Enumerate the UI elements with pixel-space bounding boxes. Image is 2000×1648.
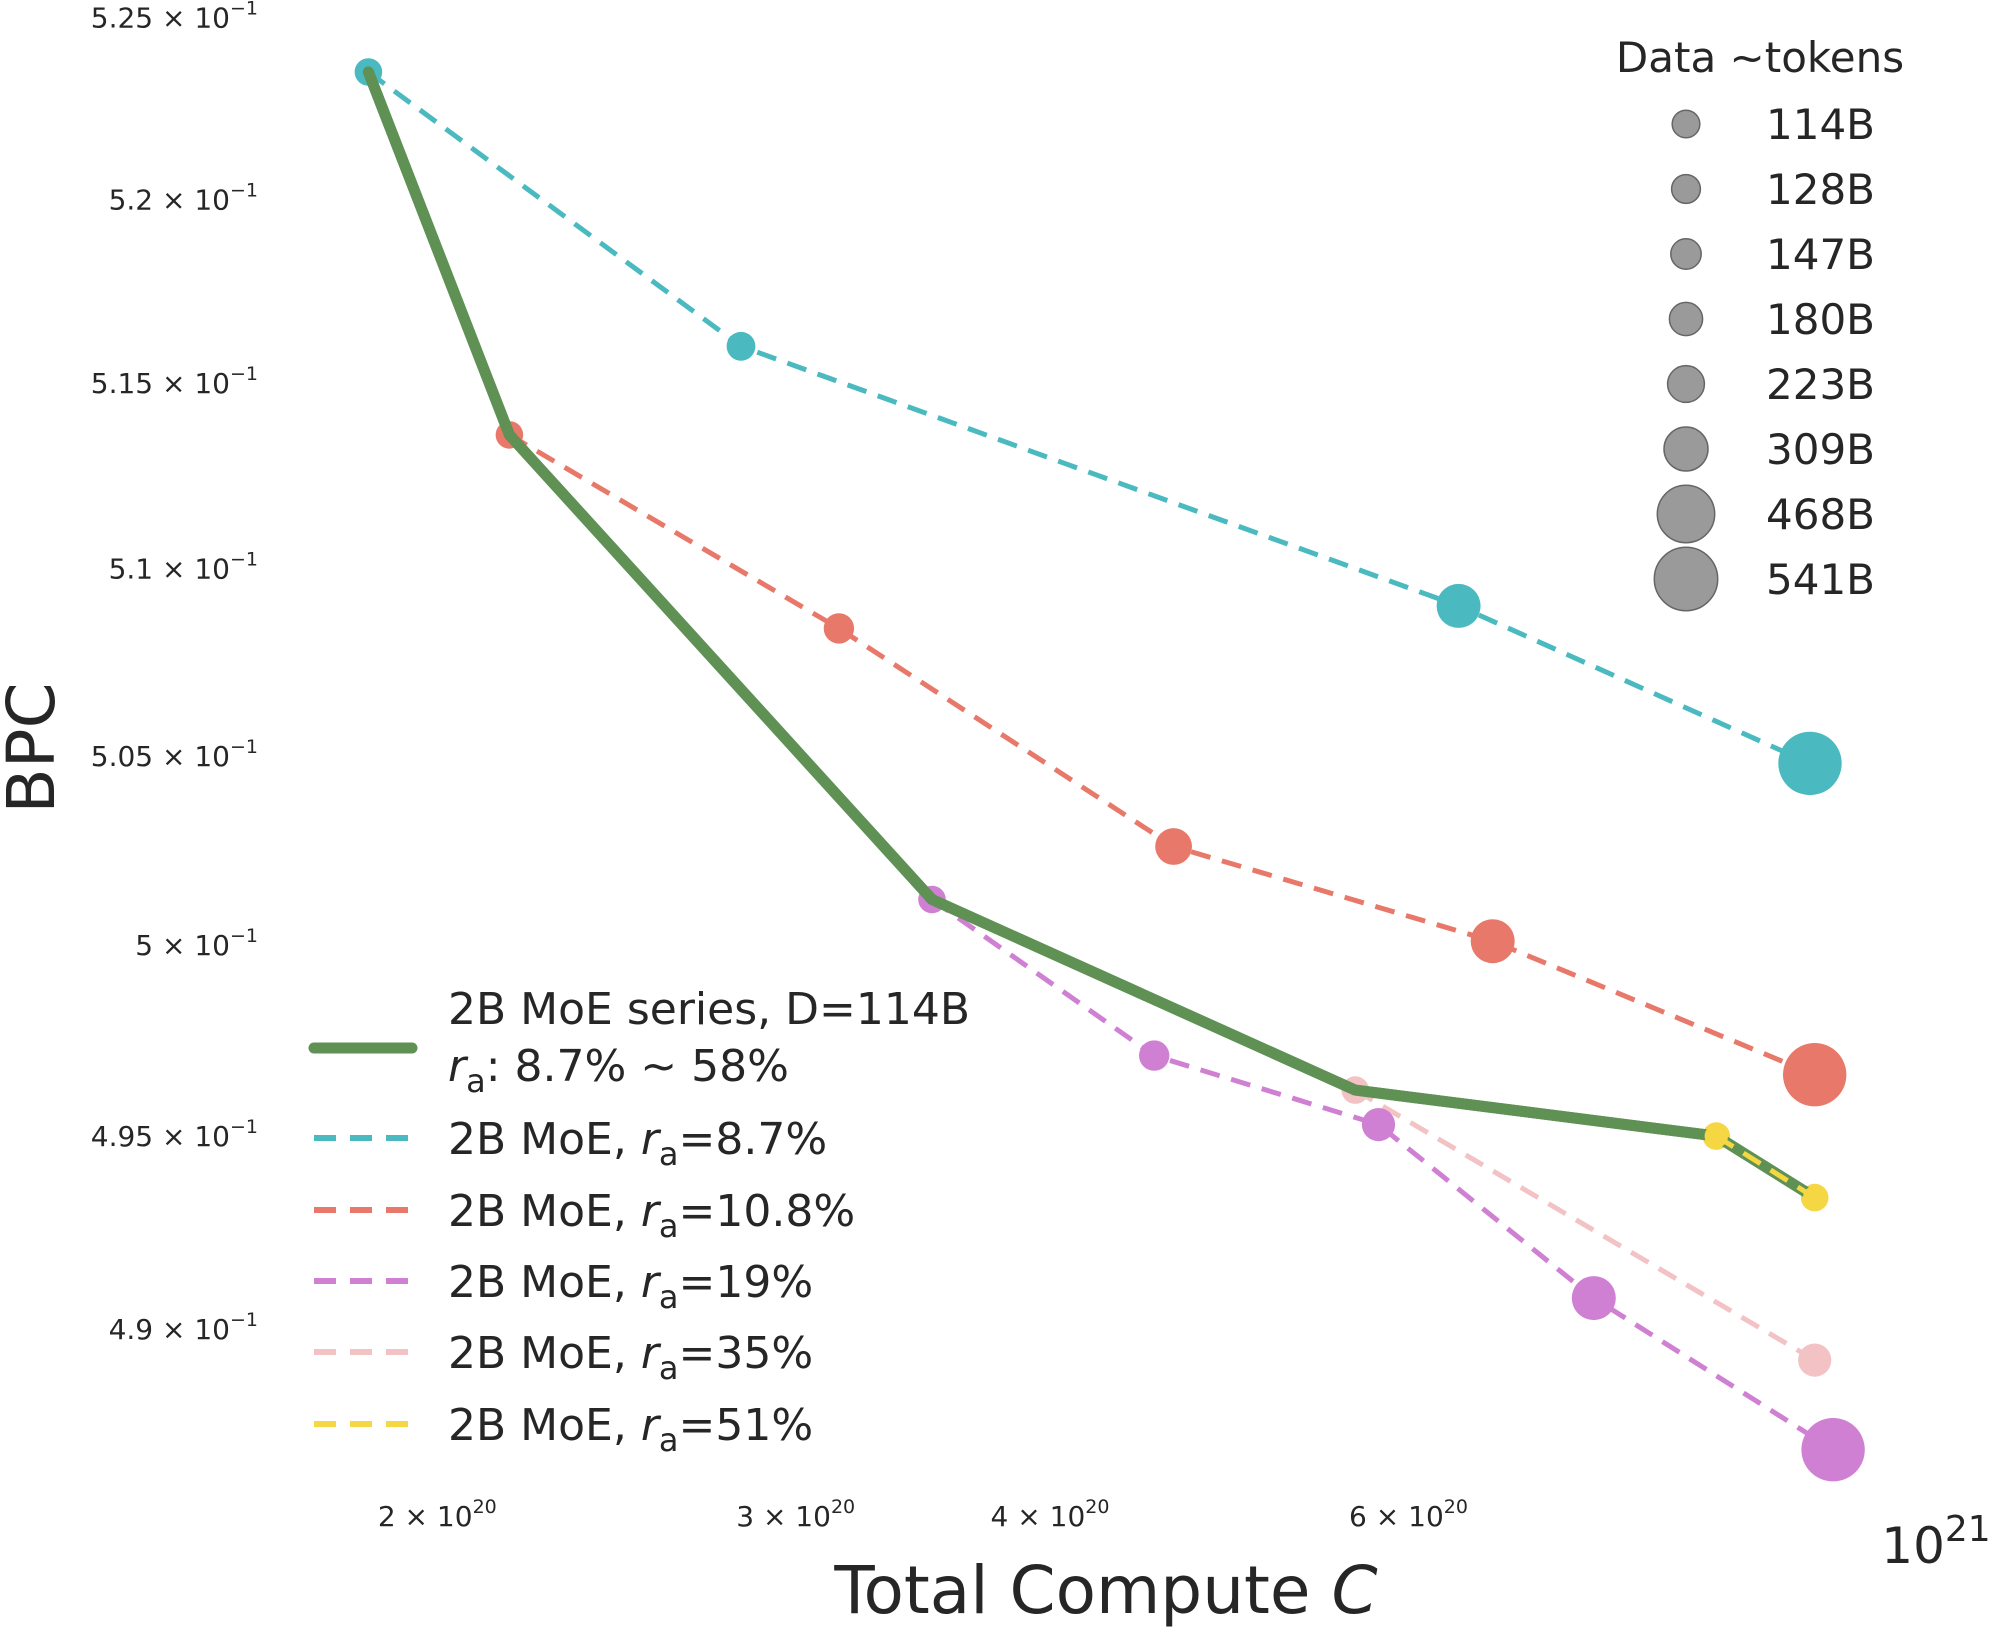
x-tick-label-3: 6 × 1020 [1349, 1496, 1468, 1533]
size-legend-title: Data ~tokens [1616, 33, 1904, 82]
legend-item-4: 2B MoE, ra=35% [314, 1328, 813, 1387]
data-point-1-1 [823, 613, 855, 644]
series-line-3 [1354, 1087, 1816, 1363]
x-axis-label-variable: C [1331, 1552, 1377, 1629]
data-point-2-3 [1571, 1276, 1616, 1321]
series-layer [354, 58, 1865, 1482]
data-point-0-2 [1436, 583, 1481, 628]
size-legend-label-4: 223B [1766, 360, 1875, 409]
data-point-0-3 [1778, 731, 1842, 796]
size-legend-item-0: 114B [1671, 100, 1875, 149]
size-legend-marker-5 [1663, 426, 1709, 472]
y-tick-label-5: 5 × 10−1 [135, 925, 258, 962]
size-legend-item-6: 468B [1656, 484, 1875, 544]
y-tick-label-6: 4.95 × 10−1 [91, 1116, 258, 1153]
legend-item-1: 2B MoE, ra=8.7% [314, 1114, 827, 1173]
x-axis-label: Total Compute C [833, 1552, 1377, 1629]
series-line-0 [366, 69, 1812, 766]
legend-label-3: 2B MoE, ra=19% [448, 1257, 813, 1316]
x-tick-label-0: 2 × 1020 [378, 1496, 497, 1533]
y-axis-ticks: 5.25 × 10−1 5.2 × 10−1 5.15 × 10−1 5.1 × 10… [91, 0, 258, 1346]
data-point-2-1 [1139, 1040, 1170, 1071]
size-legend: Data ~tokens 114B 128B 147B 180B 223B 309B 468B… [1616, 33, 1904, 612]
size-legend-marker-1 [1670, 173, 1702, 205]
size-legend-item-5: 309B [1663, 425, 1875, 474]
y-tick-label-7: 4.9 × 10−1 [109, 1309, 258, 1346]
series-line-4-overlay [1714, 1133, 1817, 1200]
size-legend-label-5: 309B [1766, 425, 1875, 474]
data-point-4-overlay-1 [1803, 1185, 1827, 1210]
x-axis-ticks: 2 × 1020 3 × 1020 4 × 1020 6 × 1020 1021 [378, 1496, 1991, 1575]
size-legend-item-3: 180B [1668, 295, 1875, 344]
y-tick-label-3: 5.1 × 10−1 [109, 549, 258, 586]
series-line-1 [508, 432, 1816, 1078]
size-legend-item-1: 128B [1670, 165, 1875, 214]
size-legend-marker-3 [1668, 301, 1704, 337]
size-legend-marker-0 [1671, 109, 1701, 139]
data-point-1-2 [1155, 828, 1192, 865]
size-legend-label-3: 180B [1766, 295, 1875, 344]
series-line-2 [930, 897, 1835, 1452]
size-legend-item-2: 147B [1670, 230, 1875, 279]
legend-label-2: 2B MoE, ra=10.8% [448, 1186, 855, 1245]
legend-item-0: 2B MoE series, D=114B ra: 8.7% ~ 58% [308, 984, 970, 1100]
size-legend-label-2: 147B [1766, 230, 1875, 279]
size-legend-marker-4 [1666, 364, 1706, 404]
size-legend-label-7: 541B [1766, 555, 1875, 604]
x-major-tick-label: 1021 [1881, 1509, 1990, 1575]
size-legend-marker-2 [1670, 238, 1702, 270]
series-0 [354, 58, 1842, 796]
y-tick-label-1: 5.2 × 10−1 [109, 180, 258, 217]
size-legend-marker-7 [1653, 546, 1719, 612]
data-point-1-4 [1783, 1043, 1847, 1107]
y-tick-label-0: 5.25 × 10−1 [91, 0, 258, 35]
data-point-0-1 [726, 331, 756, 361]
legend-item-2: 2B MoE, ra=10.8% [314, 1186, 855, 1245]
size-legend-item-7: 541B [1653, 546, 1875, 612]
legend-label-0-line1: 2B MoE series, D=114B [448, 984, 970, 1035]
legend-label-5: 2B MoE, ra=51% [448, 1400, 813, 1459]
y-axis-label: BPC [0, 682, 70, 813]
y-tick-label-2: 5.15 × 10−1 [91, 363, 258, 400]
x-tick-label-1: 3 × 1020 [736, 1496, 855, 1533]
data-point-1-3 [1470, 919, 1515, 964]
legend-item-5: 2B MoE, ra=51% [314, 1400, 813, 1459]
size-legend-marker-6 [1656, 484, 1716, 544]
series-2 [918, 885, 1865, 1482]
data-point-4-overlay-0 [1704, 1124, 1729, 1148]
x-axis-label-prefix: Total Compute [833, 1552, 1331, 1629]
data-point-3-1 [1798, 1343, 1832, 1377]
y-tick-label-4: 5.05 × 10−1 [91, 736, 258, 773]
legend-item-3: 2B MoE, ra=19% [314, 1257, 813, 1316]
size-legend-label-0: 114B [1766, 100, 1875, 149]
legend-label-0-line2: ra: 8.7% ~ 58% [448, 1041, 789, 1100]
legend-label-4: 2B MoE, ra=35% [448, 1328, 813, 1387]
size-legend-label-1: 128B [1766, 165, 1875, 214]
size-legend-item-4: 223B [1666, 360, 1875, 409]
x-tick-label-2: 4 × 1020 [991, 1496, 1110, 1533]
data-point-2-4 [1801, 1418, 1865, 1482]
data-point-2-2 [1361, 1108, 1396, 1142]
legend-label-1: 2B MoE, ra=8.7% [448, 1114, 827, 1173]
size-legend-label-6: 468B [1766, 490, 1875, 539]
